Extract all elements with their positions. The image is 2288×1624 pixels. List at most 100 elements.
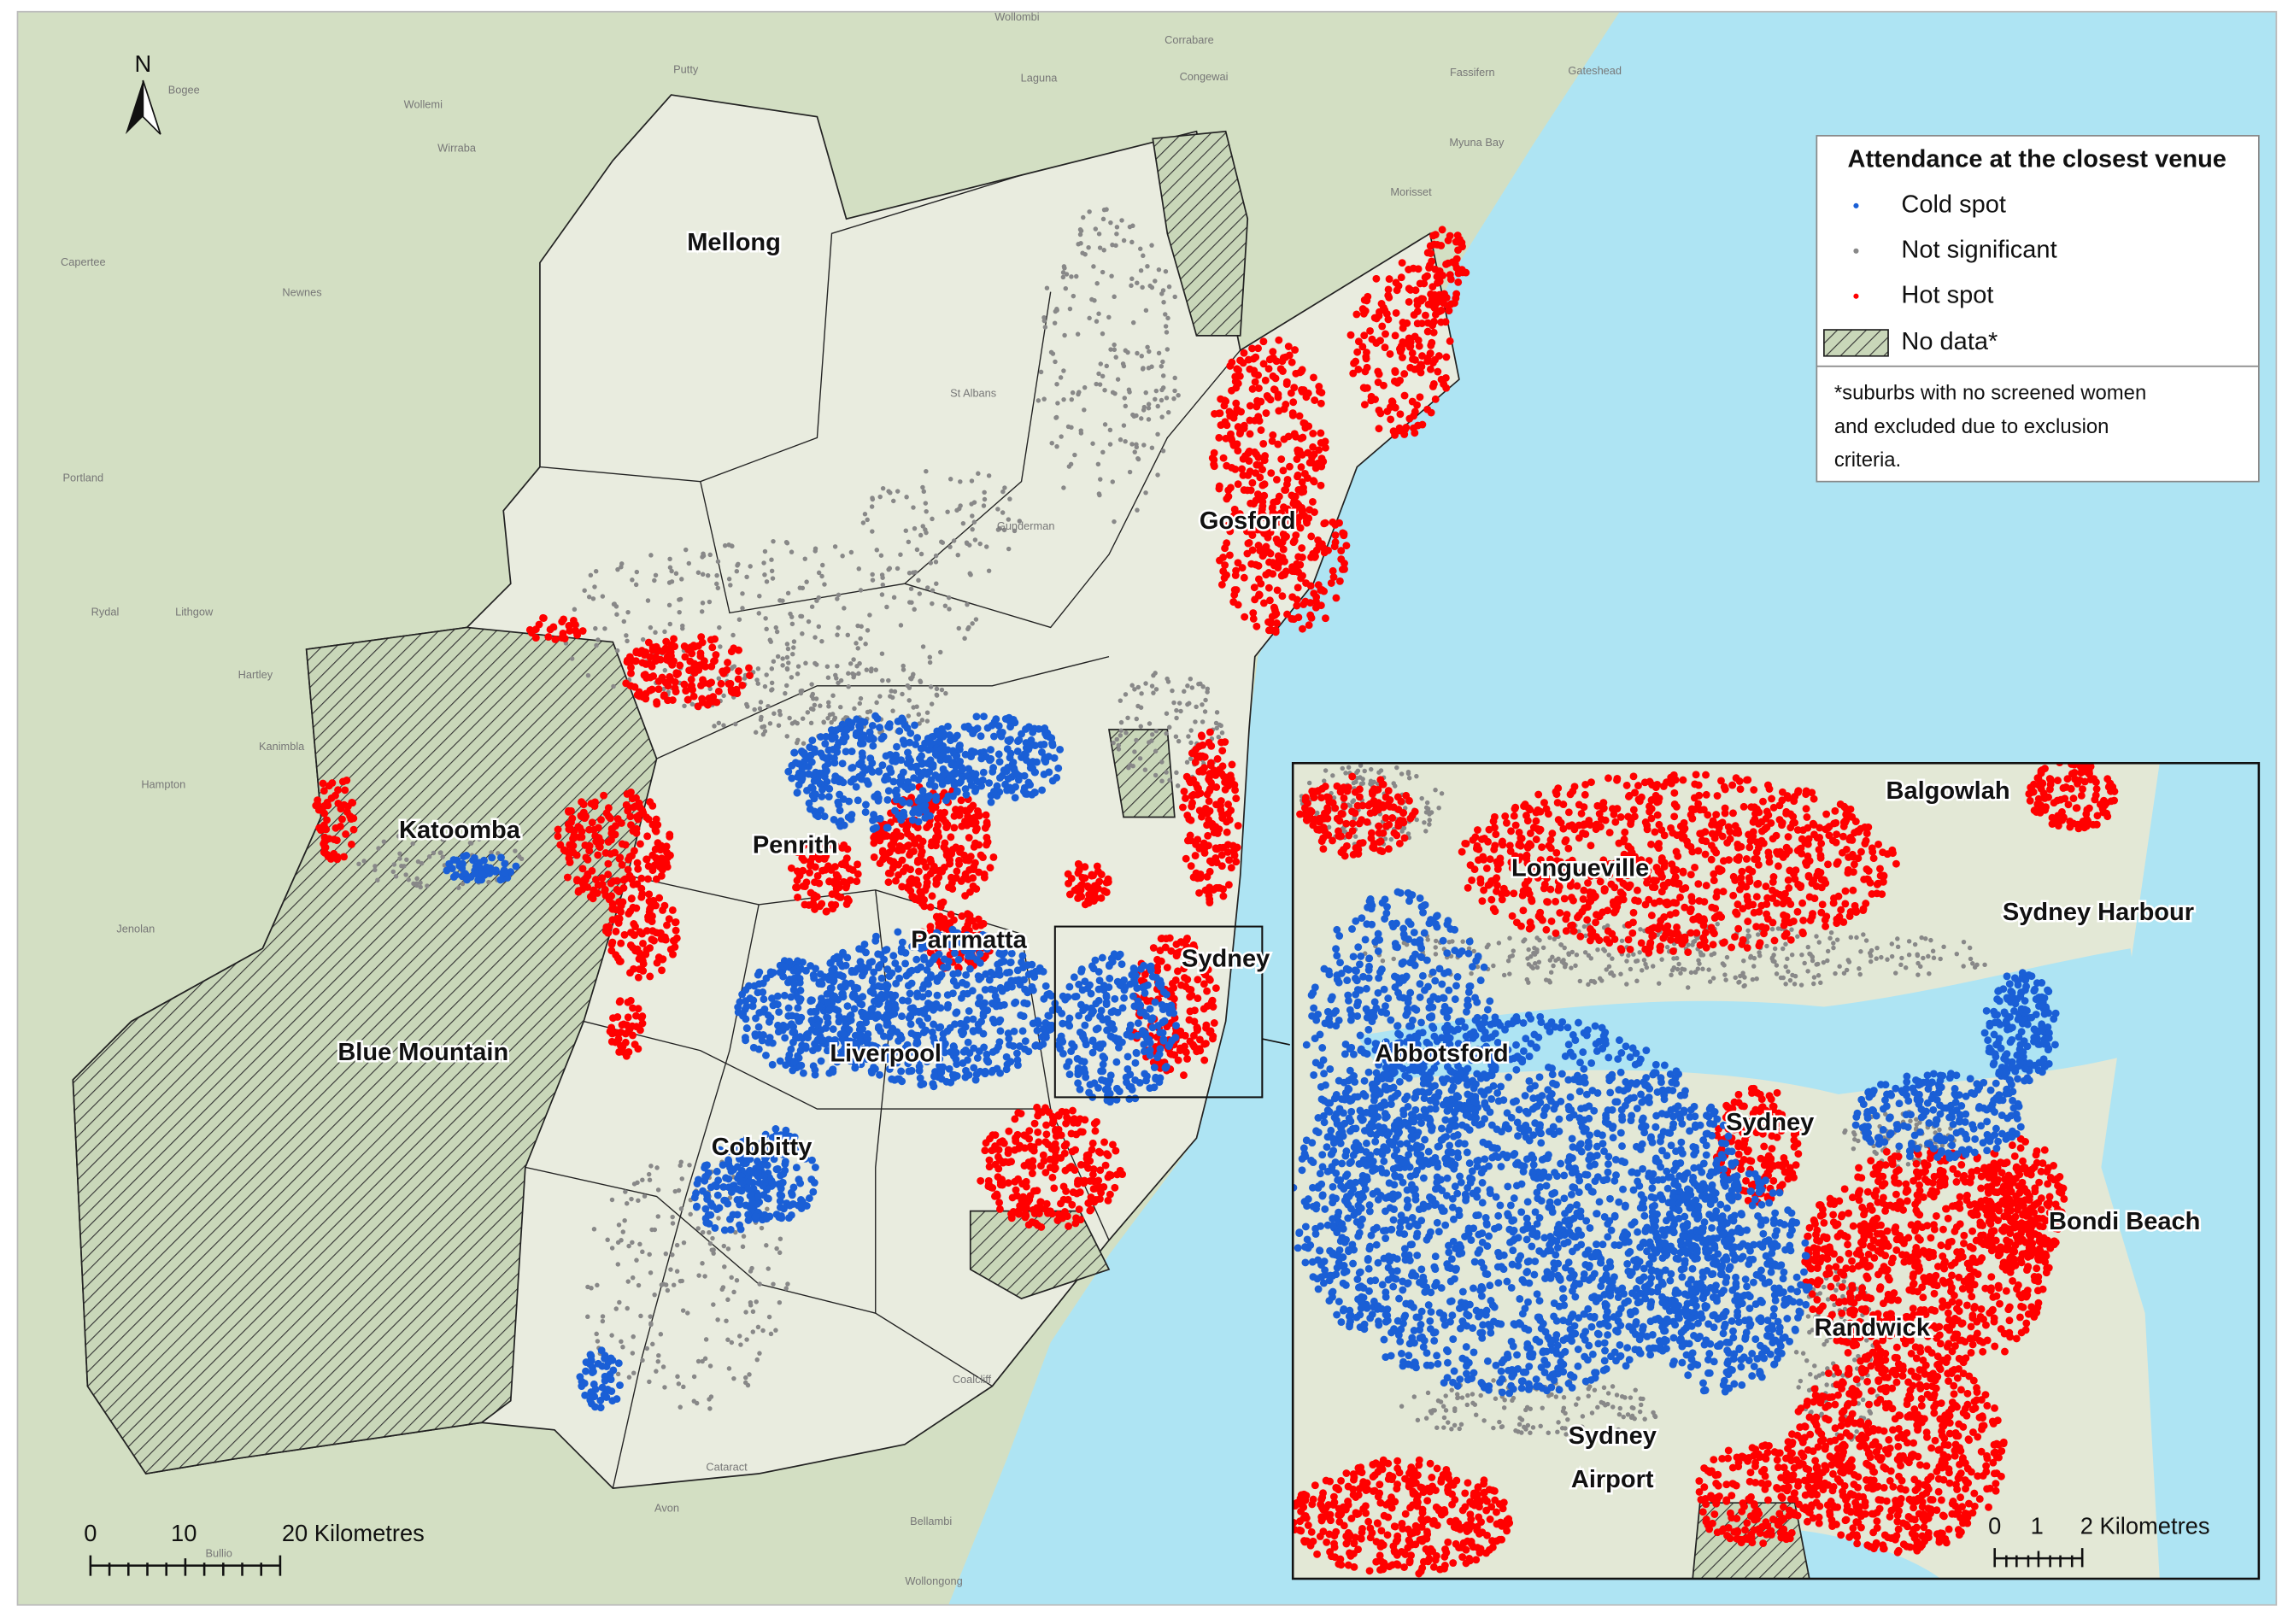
hot-spot-dot bbox=[1068, 1200, 1077, 1209]
hot-spot-dot bbox=[813, 871, 822, 880]
not-significant-dot bbox=[906, 713, 912, 718]
hot-spot-dot bbox=[1190, 1006, 1199, 1015]
cold-spot-dot bbox=[971, 1076, 980, 1084]
cold-spot-dot bbox=[875, 767, 883, 776]
hot-spot-dot bbox=[569, 616, 578, 624]
not-significant-dot bbox=[373, 867, 378, 873]
not-significant-dot bbox=[414, 881, 419, 886]
hot-spot-dot bbox=[641, 671, 649, 679]
not-significant-dot bbox=[930, 516, 935, 522]
cold-spot-dot bbox=[895, 727, 904, 736]
cold-spot-dot bbox=[1142, 1011, 1151, 1020]
hot-spot-dot bbox=[624, 806, 632, 815]
hot-spot-dot bbox=[629, 1004, 637, 1012]
hot-spot-dot bbox=[1020, 1162, 1029, 1170]
hot-spot-dot bbox=[638, 1019, 647, 1028]
hot-spot-dot bbox=[1094, 1176, 1103, 1185]
not-significant-dot bbox=[1216, 734, 1222, 740]
hot-spot-dot bbox=[1219, 892, 1228, 900]
cold-spot-dot bbox=[924, 794, 931, 803]
hot-spot-dot bbox=[662, 637, 671, 646]
cold-spot-dot bbox=[1035, 724, 1043, 733]
not-significant-dot bbox=[585, 1314, 590, 1319]
hot-spot-dot bbox=[1265, 596, 1274, 605]
hot-spot-dot bbox=[1302, 393, 1311, 402]
hot-spot-dot bbox=[1212, 783, 1221, 791]
cold-spot-dot bbox=[874, 982, 883, 990]
hot-spot-dot bbox=[584, 855, 592, 864]
not-significant-dot bbox=[635, 1180, 640, 1186]
cold-spot-dot bbox=[1041, 753, 1049, 761]
hot-spot-dot bbox=[1101, 1161, 1110, 1170]
not-significant-dot bbox=[771, 659, 777, 664]
hot-spot-dot bbox=[1171, 976, 1180, 984]
hot-spot-dot bbox=[818, 900, 826, 908]
not-significant-dot bbox=[785, 1281, 790, 1287]
cold-spot-dot bbox=[801, 1042, 810, 1051]
cold-spot-dot bbox=[1097, 1067, 1106, 1076]
cold-spot-dot bbox=[1068, 1040, 1077, 1048]
not-significant-dot bbox=[945, 509, 950, 514]
hot-spot-dot bbox=[1022, 1211, 1030, 1220]
not-significant-dot bbox=[1130, 320, 1136, 325]
cold-spot-dot bbox=[799, 1069, 807, 1077]
not-significant-dot bbox=[780, 656, 785, 661]
not-significant-dot bbox=[1176, 392, 1181, 398]
not-significant-dot bbox=[586, 595, 592, 600]
not-significant-dot bbox=[918, 679, 924, 685]
hot-spot-dot bbox=[331, 824, 340, 832]
hot-spot-dot bbox=[1337, 555, 1346, 563]
cold-spot-dot bbox=[1029, 728, 1037, 736]
hot-spot-dot bbox=[1342, 542, 1351, 550]
hot-spot-dot bbox=[1234, 559, 1242, 567]
hot-spot-dot bbox=[1026, 1192, 1035, 1200]
hot-spot-dot bbox=[1216, 556, 1223, 565]
hot-spot-dot bbox=[1192, 840, 1200, 848]
not-significant-dot bbox=[1200, 684, 1206, 689]
not-significant-dot bbox=[649, 1227, 654, 1233]
hot-spot-dot bbox=[1234, 447, 1242, 455]
hot-spot-dot bbox=[1296, 560, 1305, 569]
hot-spot-dot bbox=[1031, 1219, 1040, 1228]
cold-spot-dot bbox=[839, 795, 848, 803]
not-significant-dot bbox=[1159, 397, 1165, 403]
hot-spot-dot bbox=[1254, 384, 1263, 392]
hot-spot-dot bbox=[314, 796, 322, 805]
not-significant-dot bbox=[1135, 455, 1141, 461]
hot-spot-dot bbox=[1231, 572, 1240, 579]
hot-spot-dot bbox=[808, 853, 817, 861]
cold-spot-dot bbox=[1039, 1040, 1047, 1048]
hot-spot-dot bbox=[634, 1045, 642, 1053]
not-significant-dot bbox=[1097, 245, 1103, 250]
not-significant-dot bbox=[678, 1206, 684, 1211]
hot-spot-dot bbox=[1330, 542, 1339, 551]
cold-spot-dot bbox=[802, 1030, 811, 1039]
cold-spot-dot bbox=[924, 1014, 932, 1023]
hot-spot-dot bbox=[1288, 358, 1296, 366]
hot-spot-dot bbox=[682, 687, 690, 695]
cold-spot-dot bbox=[805, 770, 813, 778]
cold-spot-dot bbox=[989, 767, 997, 776]
hot-spot-dot bbox=[989, 1131, 997, 1140]
not-significant-dot bbox=[1100, 216, 1106, 222]
cold-spot-dot bbox=[931, 771, 940, 779]
cold-spot-dot bbox=[1141, 989, 1149, 997]
hot-spot-dot bbox=[1375, 425, 1383, 433]
hot-spot-dot bbox=[1400, 370, 1409, 378]
hot-spot-dot bbox=[654, 821, 662, 829]
hot-spot-dot bbox=[1052, 1152, 1059, 1161]
hot-spot-dot bbox=[1034, 1128, 1042, 1136]
hot-spot-dot bbox=[1399, 354, 1406, 361]
cold-spot-dot bbox=[974, 1020, 983, 1029]
hot-spot-dot bbox=[1081, 874, 1089, 882]
not-significant-dot bbox=[877, 694, 883, 699]
not-significant-dot bbox=[791, 639, 797, 644]
not-significant-dot bbox=[1118, 728, 1123, 733]
cold-spot-dot bbox=[843, 953, 852, 962]
not-significant-dot bbox=[1156, 267, 1162, 273]
not-significant-dot bbox=[602, 626, 607, 631]
hot-spot-dot bbox=[1227, 806, 1235, 815]
not-significant-dot bbox=[419, 860, 425, 866]
not-significant-dot bbox=[986, 568, 992, 573]
not-significant-dot bbox=[456, 885, 461, 890]
